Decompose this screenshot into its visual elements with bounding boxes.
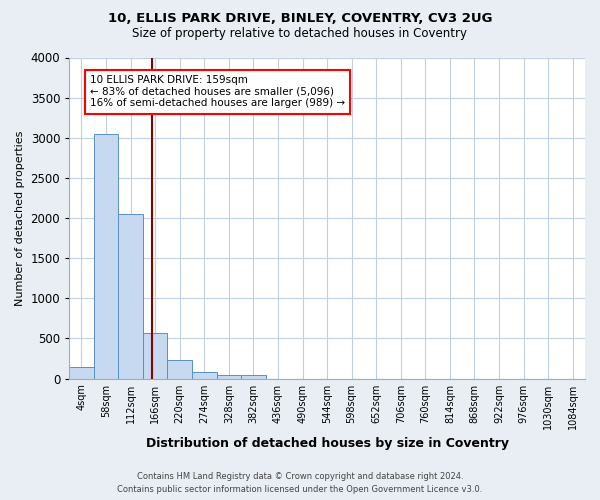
Text: Contains HM Land Registry data © Crown copyright and database right 2024.: Contains HM Land Registry data © Crown c… <box>137 472 463 481</box>
Bar <box>167 360 192 378</box>
Bar <box>94 134 118 378</box>
Text: 10, ELLIS PARK DRIVE, BINLEY, COVENTRY, CV3 2UG: 10, ELLIS PARK DRIVE, BINLEY, COVENTRY, … <box>108 12 492 26</box>
Text: 10 ELLIS PARK DRIVE: 159sqm
← 83% of detached houses are smaller (5,096)
16% of : 10 ELLIS PARK DRIVE: 159sqm ← 83% of det… <box>90 75 345 108</box>
Bar <box>69 366 94 378</box>
Y-axis label: Number of detached properties: Number of detached properties <box>15 130 25 306</box>
Text: Contains public sector information licensed under the Open Government Licence v3: Contains public sector information licen… <box>118 485 482 494</box>
Bar <box>143 333 167 378</box>
Bar <box>118 214 143 378</box>
Bar <box>217 374 241 378</box>
Bar <box>241 374 266 378</box>
X-axis label: Distribution of detached houses by size in Coventry: Distribution of detached houses by size … <box>146 437 509 450</box>
Text: Size of property relative to detached houses in Coventry: Size of property relative to detached ho… <box>133 28 467 40</box>
Bar <box>192 372 217 378</box>
